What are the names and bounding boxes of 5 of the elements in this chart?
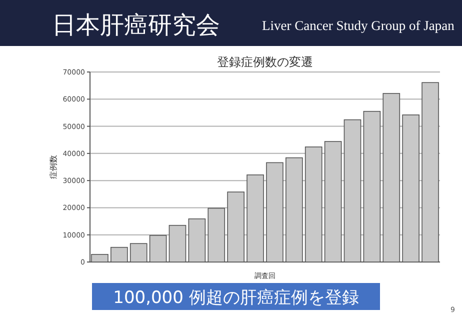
y-axis-title: 症例数	[49, 155, 58, 179]
text: 100,000 例超の肝癌症例を登録	[113, 288, 359, 308]
text: 日本肝癌研究会	[52, 12, 220, 39]
text: Liver Cancer Study Group of Japan	[262, 18, 455, 33]
chart-title: 登録症例数の変遷	[217, 55, 313, 69]
